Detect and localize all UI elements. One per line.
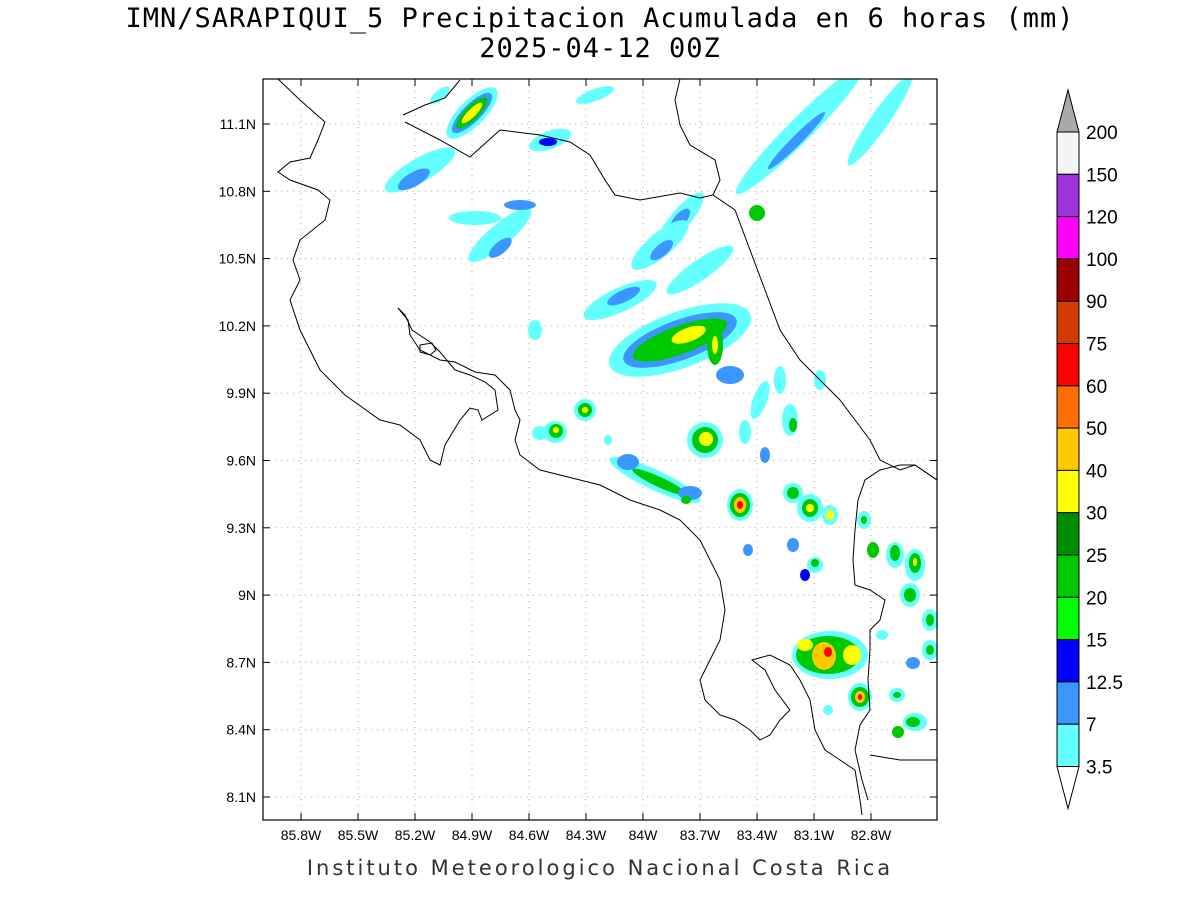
colorbar-swatch	[1056, 131, 1080, 175]
lat-tick-label: 10.8N	[219, 183, 256, 199]
colorbar-swatch	[1056, 639, 1080, 683]
colorbar-label: 90	[1086, 292, 1107, 313]
lat-tick-label: 11.1N	[220, 116, 256, 132]
lat-tick-label: 9.3N	[226, 520, 256, 536]
colorbar-swatch	[1056, 173, 1080, 218]
colorbar-label: 3.5	[1086, 758, 1112, 779]
colorbar-label: 30	[1086, 504, 1107, 525]
colorbar-label: 12.5	[1086, 673, 1123, 694]
colorbar-label: 75	[1086, 335, 1107, 356]
lat-tick-label: 8.4N	[226, 722, 256, 738]
colorbar-label: 100	[1086, 250, 1118, 271]
colorbar-swatch	[1056, 681, 1080, 725]
colorbar-label: 15	[1086, 631, 1107, 652]
lat-tick-label: 9.6N	[226, 453, 256, 469]
map-gridlines	[263, 79, 937, 820]
colorbar-swatch	[1056, 723, 1080, 768]
colorbar-label: 120	[1086, 208, 1118, 229]
colorbar-swatch	[1056, 216, 1080, 260]
lon-tick-label: 84.6W	[509, 827, 550, 843]
lon-tick-label: 85.8W	[281, 827, 322, 843]
colorbar-label: 20	[1086, 588, 1107, 609]
colorbar-swatch	[1056, 512, 1080, 556]
lon-tick-label: 83.7W	[680, 827, 721, 843]
colorbar-legend: 200 150 120 100 90 75 60 50 40 30 25 20 15 12.5 7 3.5	[1056, 88, 1123, 811]
lon-tick-label: 85.2W	[395, 827, 436, 843]
lon-tick-label: 84.3W	[566, 827, 607, 843]
colorbar-swatch	[1056, 469, 1080, 514]
colorbar-label: 60	[1086, 377, 1107, 398]
map-title: IMN/SARAPIQUI_5 Precipitacion Acumulada …	[125, 3, 1075, 34]
lon-tick-label: 84.9W	[452, 827, 493, 843]
lon-tick-label: 83.1W	[794, 827, 835, 843]
colorbar-swatch	[1056, 427, 1080, 471]
lat-tick-label: 10.5N	[219, 251, 256, 267]
coastlines-and-borders	[277, 79, 937, 816]
colorbar-label: 200	[1086, 123, 1118, 144]
map-axes: 11.1N 10.8N 10.5N 10.2N 9.9N 9.6N 9.3N 9N 8.7N 8.…	[219, 79, 937, 843]
lon-tick-label: 82.8W	[851, 827, 892, 843]
lat-tick-label: 8.7N	[226, 654, 256, 670]
colorbar-label: 7	[1086, 715, 1097, 736]
colorbar-label: 40	[1086, 461, 1107, 482]
lat-tick-label: 10.2N	[219, 318, 256, 334]
colorbar-swatch	[1056, 343, 1080, 387]
map-subtitle-datetime: 2025-04-12 00Z	[479, 33, 721, 64]
lon-tick-label: 84W	[629, 827, 659, 843]
footer-credit: Instituto Meteorologico Nacional Costa R…	[306, 856, 894, 880]
colorbar-swatch	[1056, 300, 1080, 345]
lat-tick-label: 9N	[238, 587, 256, 603]
lon-tick-label: 83.4W	[737, 827, 778, 843]
colorbar-swatch	[1056, 258, 1080, 302]
lat-tick-label: 8.1N	[226, 789, 256, 805]
colorbar-label: 25	[1086, 546, 1107, 567]
colorbar-label: 50	[1086, 419, 1107, 440]
map-frame	[262, 78, 938, 821]
precipitation-field	[384, 79, 937, 738]
colorbar-top-arrow	[1056, 88, 1080, 133]
colorbar-swatch	[1056, 554, 1080, 598]
colorbar-swatch	[1056, 385, 1080, 429]
colorbar-swatch	[1056, 596, 1080, 641]
colorbar-label: 150	[1086, 165, 1118, 186]
lat-tick-label: 9.9N	[226, 385, 256, 401]
lon-tick-label: 85.5W	[338, 827, 379, 843]
colorbar-bottom-arrow	[1056, 766, 1080, 811]
